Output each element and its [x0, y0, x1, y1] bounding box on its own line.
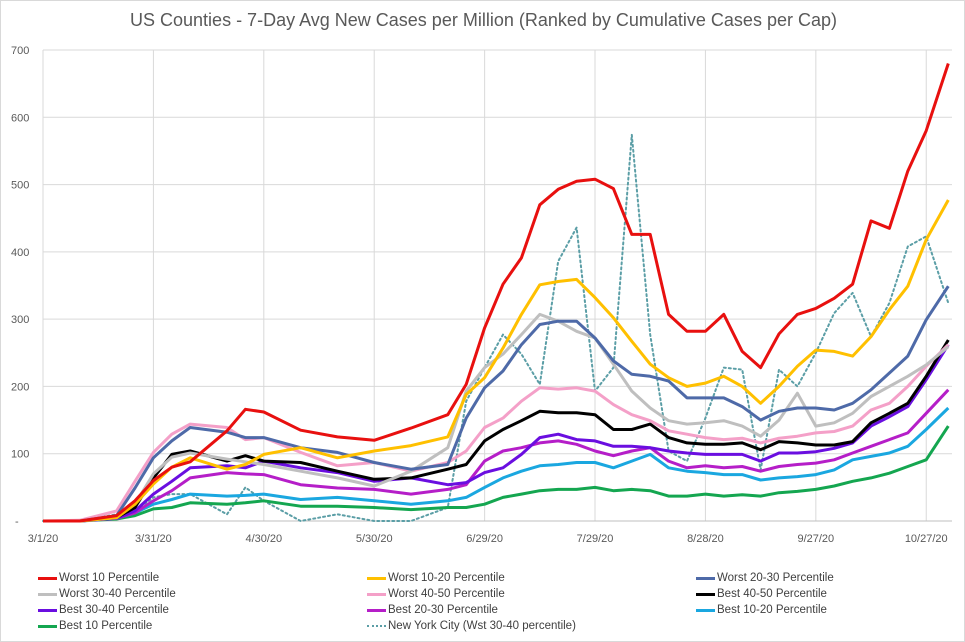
y-tick-label: 400 — [11, 247, 29, 259]
legend-label: New York City (Wst 30-40 percentile) — [388, 620, 576, 632]
legend-label: Worst 10 Percentile — [59, 572, 160, 584]
legend-label: Best 10-20 Percentile — [717, 604, 827, 616]
legend-swatch — [367, 625, 386, 627]
legend-item: Worst 10-20 Percentile — [367, 570, 505, 586]
legend-item: Worst 30-40 Percentile — [38, 586, 176, 602]
x-tick-label: 9/27/20 — [797, 533, 834, 545]
series-line-worst-20-30-percentile — [43, 285, 950, 523]
legend-label: Worst 10-20 Percentile — [388, 572, 505, 584]
x-tick-label: 3/31/20 — [135, 533, 172, 545]
legend-label: Best 30-40 Percentile — [59, 604, 169, 616]
legend-item: Best 10 Percentile — [38, 618, 152, 634]
legend-swatch — [696, 576, 715, 580]
legend-swatch — [38, 576, 57, 580]
legend-swatch — [38, 608, 57, 612]
legend-item: Worst 40-50 Percentile — [367, 586, 505, 602]
y-tick-label: 200 — [11, 381, 29, 393]
x-tick-label: 3/1/20 — [28, 533, 59, 545]
x-tick-label: 4/30/20 — [245, 533, 282, 545]
x-tick-label: 8/28/20 — [687, 533, 724, 545]
legend-label: Worst 30-40 Percentile — [59, 588, 176, 600]
series-line-best-10-20-percentile — [43, 406, 950, 523]
y-tick-label: - — [15, 516, 19, 528]
legend-label: Best 10 Percentile — [59, 620, 153, 632]
x-tick-label: 7/29/20 — [577, 533, 614, 545]
legend-item: Worst 10 Percentile — [38, 570, 159, 586]
legend-label: Worst 20-30 Percentile — [717, 572, 834, 584]
legend-label: Best 40-50 Percentile — [717, 588, 827, 600]
x-tick-label: 10/27/20 — [905, 533, 948, 545]
legend-swatch — [696, 592, 715, 596]
legend-item: Worst 20-30 Percentile — [696, 570, 834, 586]
series-line-worst-40-50-percentile — [42, 343, 950, 523]
series-line-worst-30-40-percentile — [43, 312, 950, 523]
legend-label: Worst 40-50 Percentile — [388, 588, 505, 600]
x-tick-label: 6/29/20 — [466, 533, 503, 545]
y-tick-label: 500 — [11, 180, 29, 192]
series-line-best-10-percentile — [43, 425, 950, 523]
legend-label: Best 20-30 Percentile — [388, 604, 498, 616]
legend-swatch — [367, 576, 386, 580]
series-line-worst-10-percentile — [43, 63, 950, 523]
legend-swatch — [38, 624, 57, 628]
legend-swatch — [38, 592, 57, 596]
x-tick-label: 5/30/20 — [356, 533, 393, 545]
legend-swatch — [367, 608, 386, 612]
legend-item: Best 40-50 Percentile — [696, 586, 827, 602]
legend-item: Best 20-30 Percentile — [367, 602, 498, 618]
legend-item: Best 10-20 Percentile — [696, 602, 827, 618]
chart-title: US Counties - 7-Day Avg New Cases per Mi… — [130, 10, 837, 30]
series-line-new-york-city-wst-30-40-percentile- — [42, 133, 950, 522]
legend: Worst 10 Percentile Worst 10-20 Percentil… — [1, 570, 964, 640]
legend-item: New York City (Wst 30-40 percentile) — [367, 618, 576, 634]
legend-swatch — [696, 608, 715, 612]
series-line-worst-10-20-percentile — [43, 199, 950, 523]
y-tick-label: 700 — [11, 45, 29, 57]
legend-swatch — [367, 592, 386, 596]
y-tick-label: 600 — [11, 112, 29, 124]
y-tick-label: 300 — [11, 314, 29, 326]
y-tick-label: 100 — [11, 449, 29, 461]
series-line-best-20-30-percentile — [43, 388, 950, 523]
legend-item: Best 30-40 Percentile — [38, 602, 169, 618]
